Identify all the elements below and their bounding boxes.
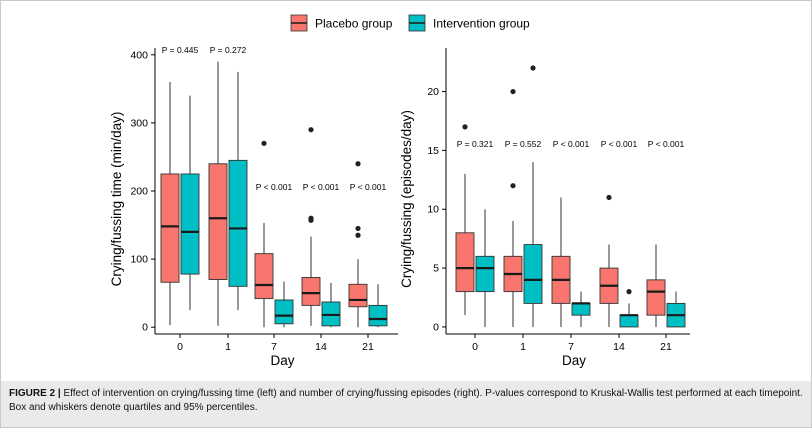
outlier-point	[510, 88, 516, 95]
p-value-label: P = 0.552	[505, 139, 542, 149]
outlier-point	[355, 225, 361, 232]
p-value-label: P < 0.001	[256, 182, 293, 192]
box-iqr	[160, 173, 180, 283]
x-tick-label: 1	[225, 341, 231, 353]
box-iqr	[301, 277, 321, 306]
box-iqr	[455, 232, 475, 293]
p-value-label: P < 0.001	[350, 182, 387, 192]
box-iqr	[228, 159, 248, 287]
y-tick-label: 0	[433, 321, 439, 333]
outlier-point	[510, 183, 516, 189]
p-value-label: P < 0.001	[303, 182, 340, 192]
box-iqr	[523, 244, 543, 304]
p-value-label: P = 0.272	[210, 45, 247, 55]
x-tick-label: 1	[520, 341, 526, 353]
box-iqr	[619, 314, 639, 328]
box-iqr	[274, 299, 294, 325]
y-tick-label: 20	[427, 86, 439, 98]
panel-crying-episodes: 0 5 10 15 20 0 1 7 14 21 Day Crying/fussing (episod…	[399, 48, 690, 368]
outlier-point	[308, 127, 314, 133]
legend-label-placebo: Placebo group	[315, 17, 393, 31]
x-tick-label: 14	[613, 341, 625, 353]
outlier-point	[462, 124, 468, 130]
box-iqr	[368, 304, 388, 327]
y-tick-label: 0	[142, 322, 148, 334]
outlier-point	[626, 289, 632, 295]
caption-text: Effect of intervention on crying/fussing…	[9, 388, 803, 413]
panel-crying-time: 0 100 200 300 400 0 1 7 14 21 Day Crying/fussing ti…	[109, 45, 398, 368]
box-iqr	[254, 253, 274, 300]
caption-label: FIGURE 2 |	[9, 388, 61, 399]
y-tick-label: 400	[130, 49, 148, 61]
box-iqr	[208, 163, 228, 280]
x-tick-label: 0	[177, 341, 183, 353]
box-iqr	[571, 302, 591, 316]
outlier-point	[308, 215, 314, 221]
p-value-label: P < 0.001	[553, 139, 590, 149]
y-tick-label: 10	[427, 204, 439, 216]
p-value-label: P = 0.445	[162, 45, 199, 55]
legend: Placebo group Intervention group	[290, 14, 530, 32]
y-tick-label: 100	[130, 254, 148, 266]
chart-canvas: Placebo group Intervention group 0100200…	[109, 14, 690, 368]
x-axis-title: Day	[270, 353, 294, 368]
x-tick-label: 0	[472, 341, 478, 353]
x-tick-label: 7	[271, 341, 277, 353]
x-tick-label: 7	[568, 341, 574, 353]
box-iqr	[348, 283, 368, 308]
box-iqr	[475, 255, 495, 293]
p-value-label: P < 0.001	[648, 139, 685, 149]
x-tick-label: 21	[660, 341, 672, 353]
y-axis-title: Crying/fussing time (min/day)	[109, 112, 124, 287]
legend-label-intervention: Intervention group	[433, 17, 530, 31]
figure-caption: FIGURE 2 | Effect of intervention on cry…	[9, 387, 804, 415]
y-tick-label: 5	[433, 263, 439, 275]
x-tick-label: 21	[362, 341, 374, 353]
box-iqr	[646, 279, 666, 316]
y-axis-title: Crying/fussing (episodes/day)	[399, 110, 414, 288]
p-value-label: P = 0.321	[457, 139, 494, 149]
caption-bar: FIGURE 2 | Effect of intervention on cry…	[1, 381, 811, 427]
outlier-point	[530, 65, 536, 71]
box-iqr	[180, 173, 200, 275]
outlier-point	[355, 161, 361, 167]
outlier-point	[261, 140, 267, 146]
y-tick-label: 15	[427, 145, 439, 157]
p-value-label: P < 0.001	[601, 139, 638, 149]
x-tick-label: 14	[315, 341, 327, 353]
x-axis-title: Day	[562, 353, 586, 368]
outlier-point	[606, 194, 612, 201]
y-tick-label: 200	[130, 186, 148, 198]
outlier-point	[355, 232, 361, 238]
y-tick-label: 300	[130, 117, 148, 129]
